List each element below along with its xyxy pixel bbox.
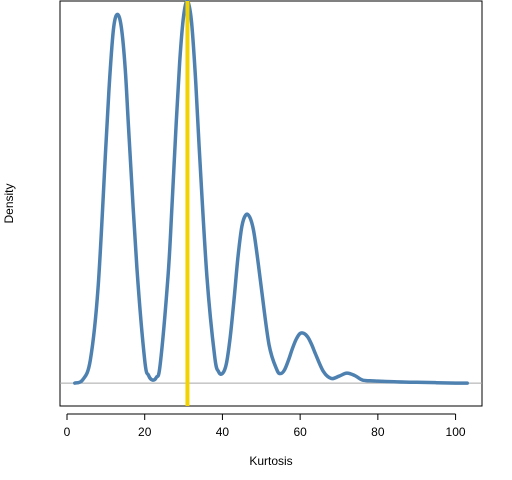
- plot-frame: [59, 0, 483, 407]
- x-tick-label: 100: [446, 425, 466, 439]
- x-axis-label: Kurtosis: [249, 454, 292, 468]
- x-tick-label: 60: [293, 425, 307, 439]
- x-tick-label: 80: [371, 425, 385, 439]
- x-tick-label: 0: [64, 425, 71, 439]
- y-axis-label: Density: [2, 183, 16, 223]
- x-tick-label: 40: [216, 425, 230, 439]
- series-line: [73, 0, 469, 385]
- x-axis-ticks: 0 20 40 60 80 100: [64, 414, 466, 439]
- x-tick-label: 20: [138, 425, 152, 439]
